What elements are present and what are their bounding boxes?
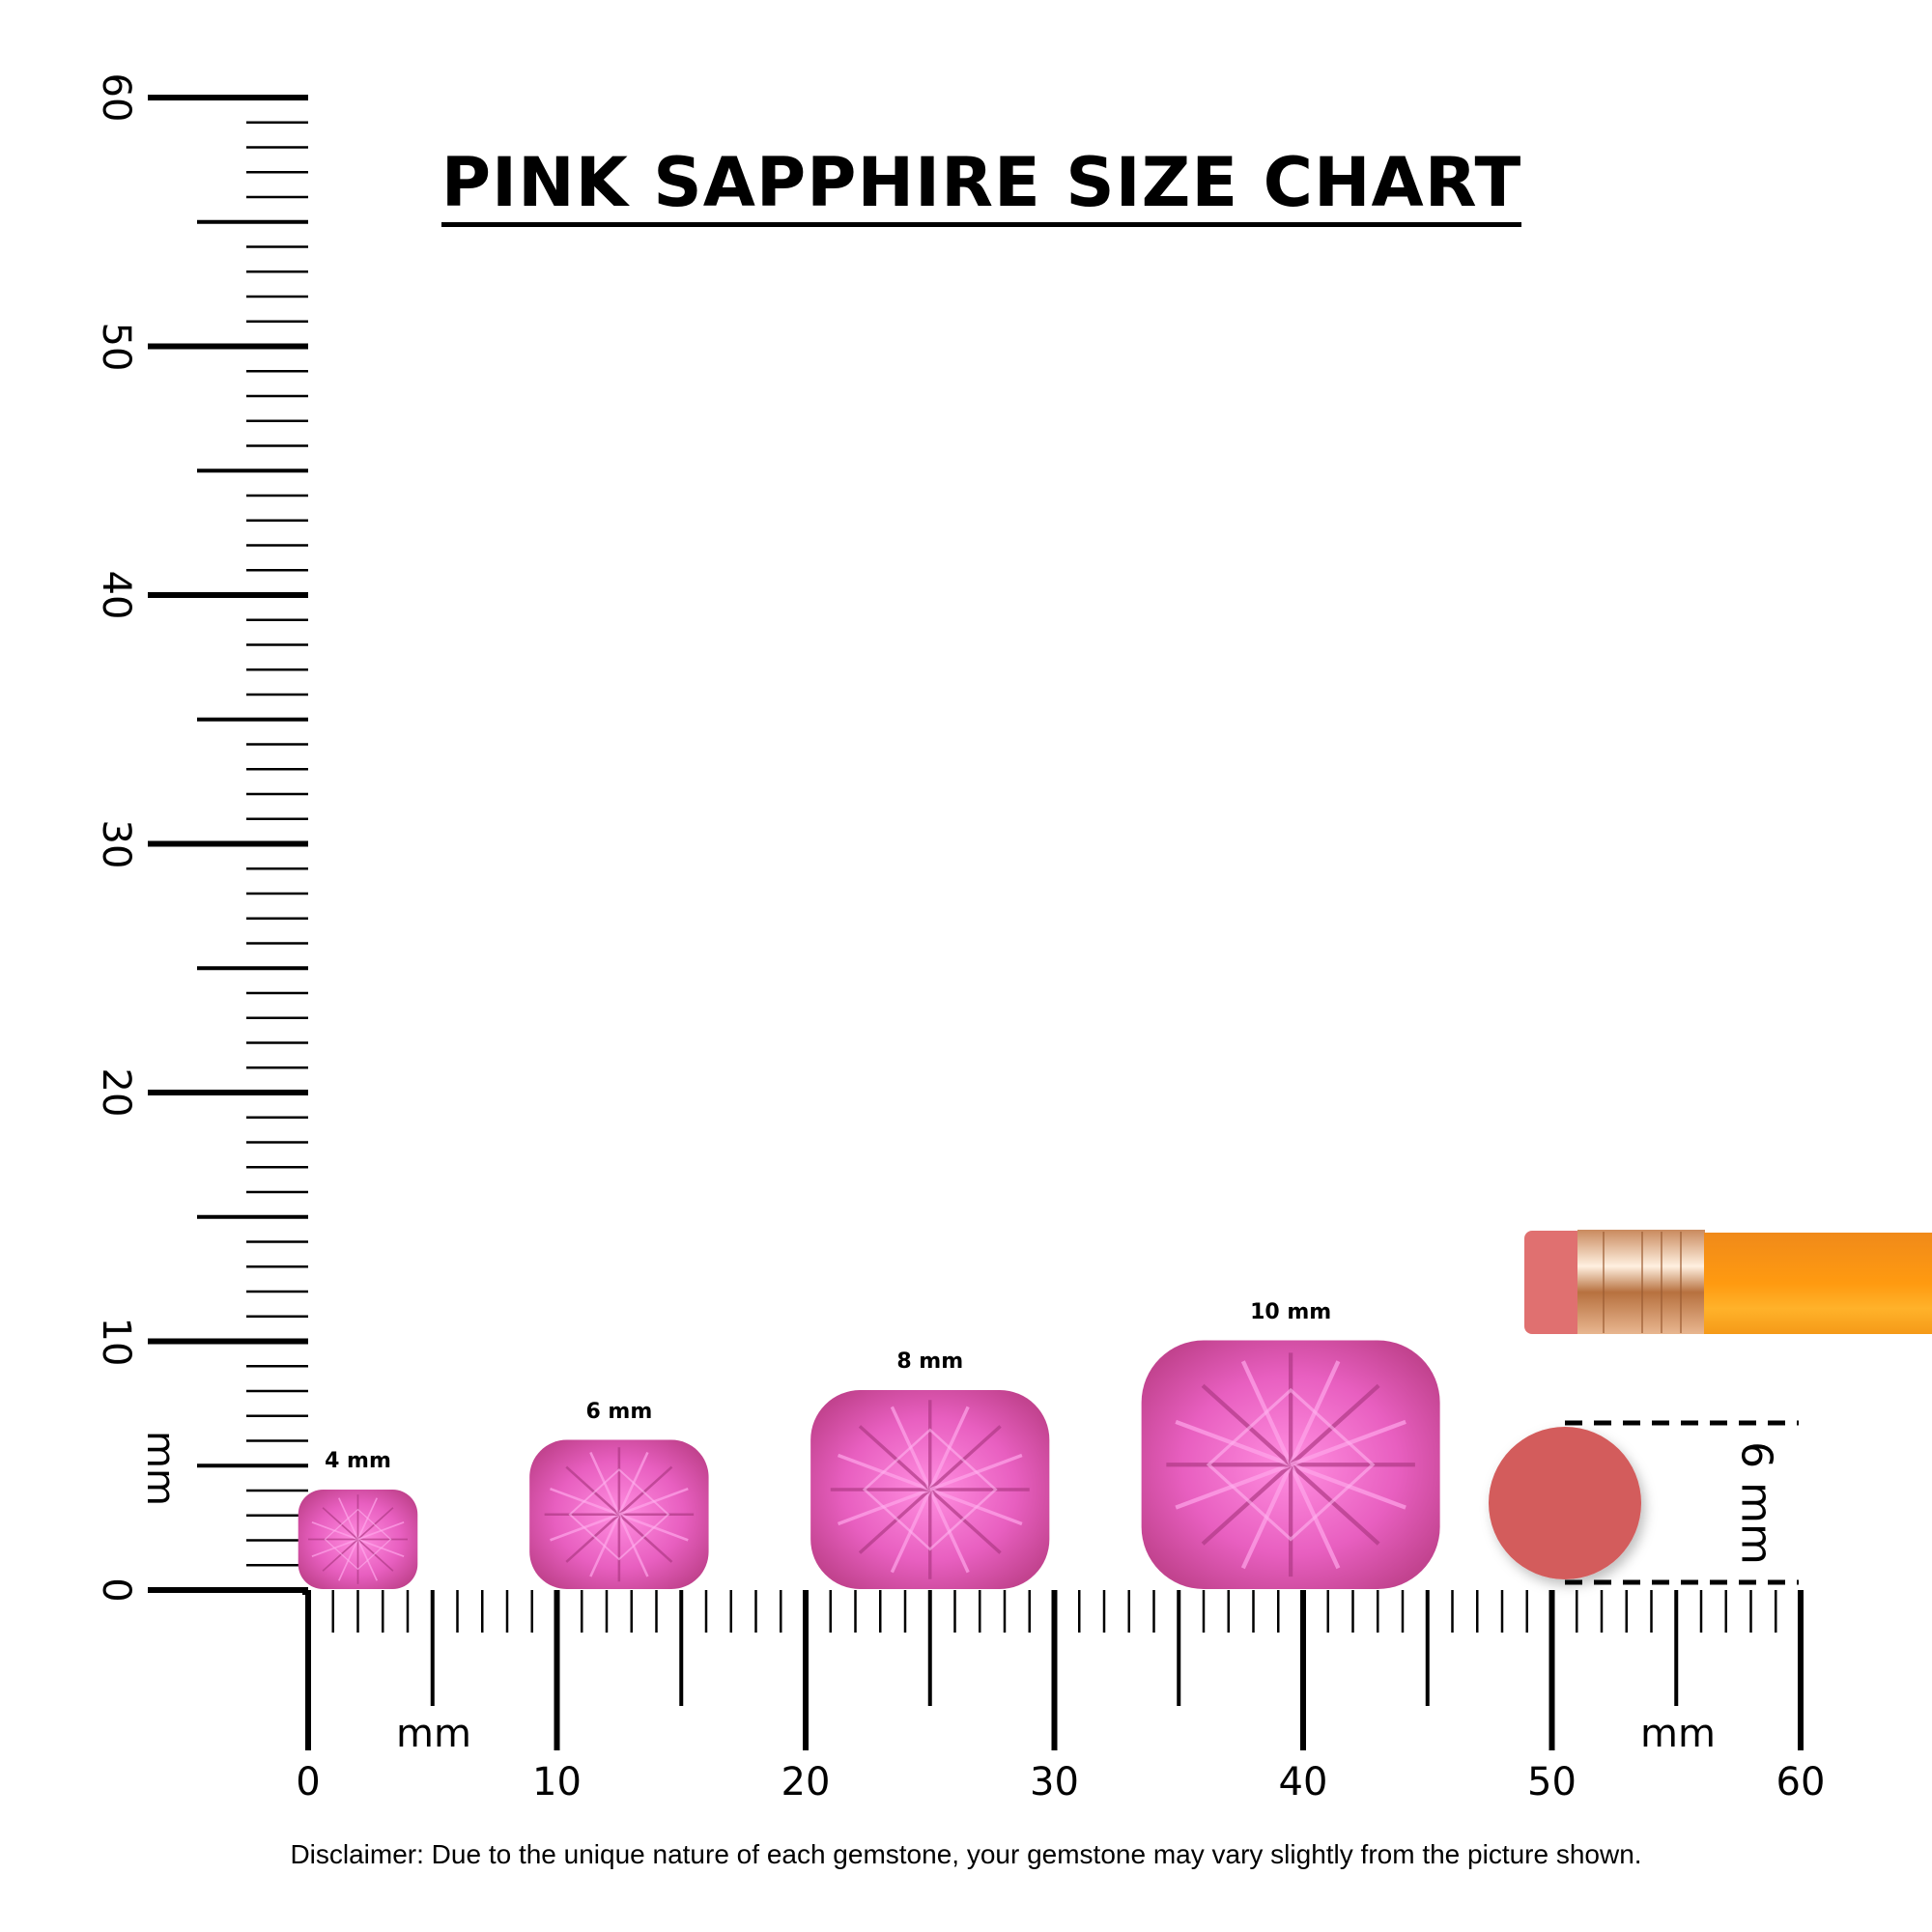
horizontal-ruler-label: 60 (1776, 1760, 1826, 1804)
pencil-body (1704, 1233, 1932, 1334)
gem-facet (322, 1538, 359, 1572)
horizontal-ruler-label: 30 (1030, 1760, 1079, 1804)
pencil-image (1524, 1230, 1932, 1334)
gem-facet (618, 1465, 673, 1516)
gem-facet (862, 1428, 998, 1551)
gem-cushion-2 (810, 1390, 1050, 1589)
vertical-ruler-label: 40 (94, 570, 138, 620)
gem-facet (1201, 1383, 1293, 1466)
gem-facet (1201, 1463, 1293, 1546)
gem-facet (565, 1465, 620, 1516)
eraser-reference-circle (1489, 1427, 1641, 1579)
horizontal-unit-label-left: mm (396, 1712, 471, 1756)
eraser-size-label: 6 mm (1731, 1441, 1781, 1565)
gem-size-label: 6 mm (585, 1399, 653, 1424)
gem-size-label: 8 mm (896, 1350, 964, 1374)
pencil-eraser (1524, 1231, 1584, 1334)
page-title: PINK SAPPHIRE SIZE CHART (0, 143, 1932, 227)
gem-facet (322, 1507, 359, 1541)
gem-facet (356, 1538, 394, 1572)
vertical-ruler-label: 60 (94, 72, 138, 123)
vertical-unit-label: mm (138, 1431, 183, 1506)
gem-facet (858, 1488, 931, 1554)
gem-cushion-0 (298, 1490, 418, 1589)
gem-facet (568, 1468, 670, 1561)
horizontal-ruler-label: 20 (781, 1760, 831, 1804)
gem-facet (1206, 1387, 1376, 1542)
gem-facet (324, 1508, 392, 1571)
gem-size-label: 10 mm (1250, 1299, 1332, 1324)
horizontal-unit-label-right: mm (1640, 1712, 1716, 1756)
gem-facet (858, 1425, 931, 1492)
vertical-ruler-label: 0 (94, 1577, 138, 1603)
horizontal-ruler-label: 10 (532, 1760, 582, 1804)
vertical-ruler-label: 50 (94, 322, 138, 371)
vertical-ruler-label: 10 (94, 1317, 138, 1366)
gem-cushion-1 (529, 1439, 709, 1589)
horizontal-ruler-label: 40 (1278, 1760, 1328, 1804)
horizontal-ruler-label: 50 (1527, 1760, 1577, 1804)
gem-facet (618, 1513, 673, 1563)
title-text: PINK SAPPHIRE SIZE CHART (440, 143, 1522, 227)
gem-facet (1289, 1463, 1380, 1546)
vertical-ruler-label: 20 (94, 1067, 138, 1118)
horizontal-ruler-label: 0 (296, 1760, 321, 1804)
gem-facet (1289, 1383, 1380, 1466)
gem-facet (356, 1507, 394, 1541)
gem-facet (928, 1425, 1002, 1492)
gem-facet (928, 1488, 1002, 1554)
gem-cushion-3 (1141, 1340, 1440, 1589)
gem-size-label: 4 mm (325, 1449, 391, 1473)
gem-facet (565, 1513, 620, 1563)
disclaimer-text: Disclaimer: Due to the unique nature of … (290, 1839, 1642, 1869)
vertical-ruler-label: 30 (94, 819, 138, 868)
